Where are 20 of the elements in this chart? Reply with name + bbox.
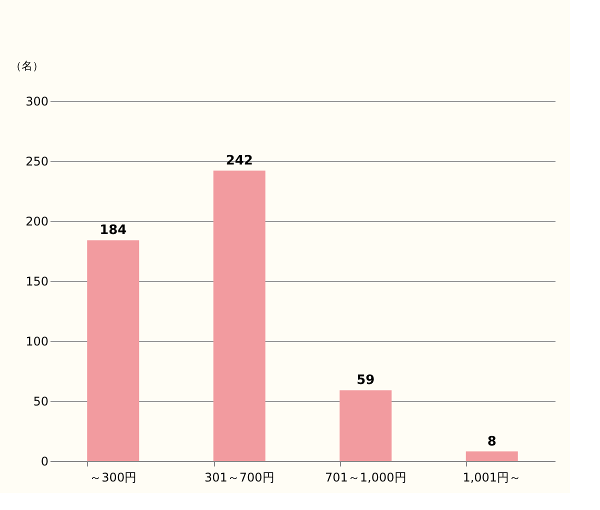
y-tick-label: 300 [26,94,48,108]
x-tick-label: 701～1,000円 [324,470,406,484]
bar [466,451,518,461]
bar [87,240,140,461]
y-tick-label: 50 [33,394,48,408]
y-tick-label: 200 [26,214,48,228]
y-tick-label: 250 [26,154,48,168]
y-tick-label: 100 [26,334,48,348]
y-axis-title: （名） [10,60,44,72]
x-tick-label: ～300円 [90,470,137,484]
data-label: 8 [487,434,496,450]
x-tick-label: 1,001円～ [462,470,522,484]
data-label: 184 [100,223,127,238]
bar [213,170,266,461]
y-tick-label: 150 [26,274,48,288]
data-label: 242 [226,154,253,169]
x-tick-label: 301～700円 [204,470,274,484]
y-tick-label: 0 [40,454,48,468]
data-label: 59 [356,373,375,388]
bar [340,390,392,461]
